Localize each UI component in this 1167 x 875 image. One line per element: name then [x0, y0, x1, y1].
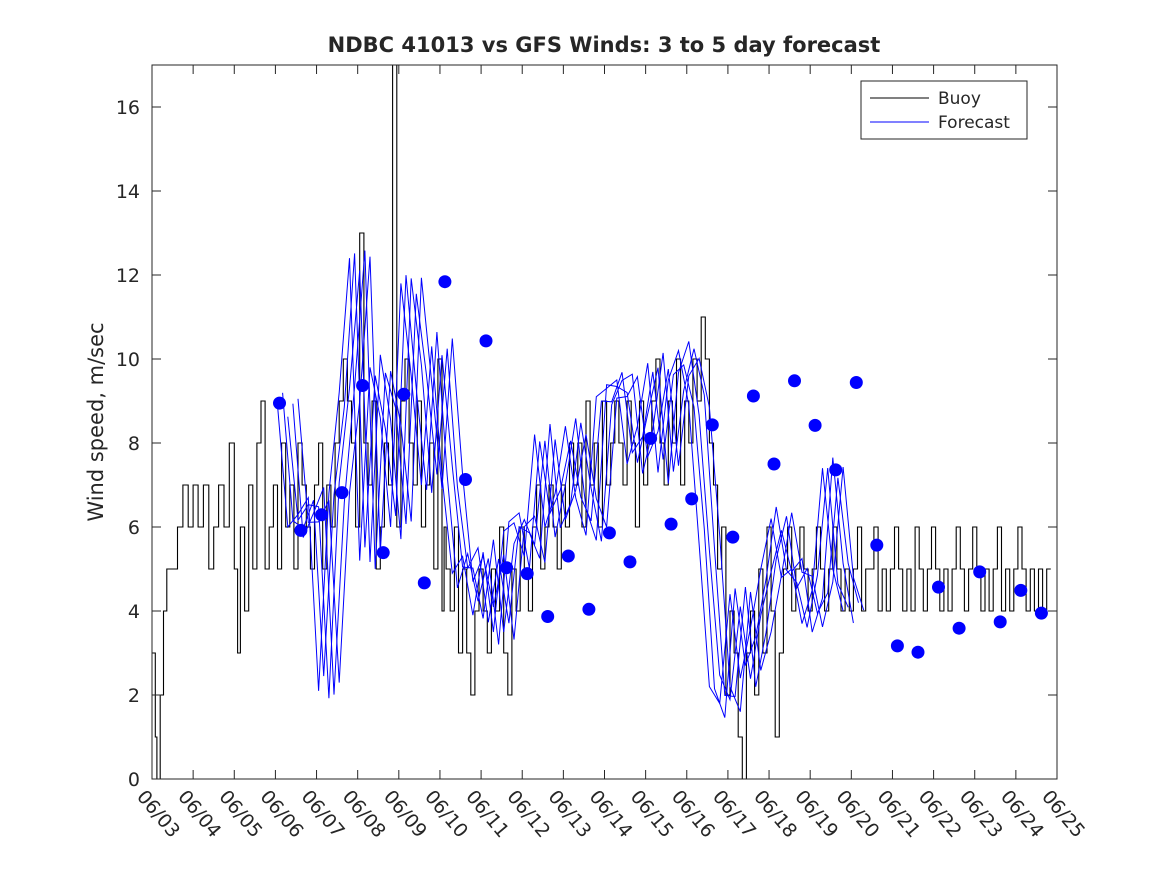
forecast-point [808, 418, 822, 432]
forecast-point [541, 610, 555, 623]
y-axis-label: Wind speed, m/sec [84, 322, 108, 521]
forecast-point [1034, 606, 1048, 620]
legend-forecast-label: Forecast [938, 113, 1010, 133]
forecast-point [726, 530, 740, 544]
forecast-point [870, 538, 884, 552]
forecast-point [582, 602, 596, 616]
forecast-point [602, 526, 616, 540]
chart-title: NDBC 41013 vs GFS Winds: 3 to 5 day fore… [328, 33, 881, 57]
forecast-point [417, 576, 431, 590]
forecast-point [767, 457, 781, 471]
forecast-point [273, 396, 286, 410]
forecast-point [890, 639, 904, 653]
y-tick-label: 8 [128, 433, 140, 455]
forecast-point [829, 463, 843, 477]
y-tick-label: 2 [128, 685, 140, 707]
forecast-point [438, 275, 452, 289]
forecast-point [746, 389, 760, 403]
forecast-point [561, 549, 575, 563]
y-tick-label: 10 [116, 349, 140, 371]
forecast-point [849, 376, 863, 389]
forecast-point [315, 508, 328, 522]
forecast-point [500, 561, 514, 575]
forecast-point [952, 621, 966, 635]
y-tick-label: 12 [116, 265, 140, 287]
forecast-point [993, 615, 1007, 629]
forecast-point [356, 379, 370, 392]
y-tick-label: 6 [128, 517, 140, 539]
forecast-point [705, 418, 719, 432]
forecast-point [664, 517, 678, 531]
forecast-point [459, 473, 472, 486]
forecast-point [788, 374, 801, 388]
legend-box [860, 80, 1028, 140]
legend: Buoy Forecast [860, 80, 1028, 140]
forecast-point [294, 523, 308, 537]
forecast-point [644, 431, 658, 445]
forecast-point [335, 486, 349, 500]
forecast-point [911, 645, 925, 659]
forecast-point [1014, 583, 1028, 597]
y-tick-label: 14 [116, 181, 140, 203]
forecast-point [397, 387, 411, 401]
forecast-point [376, 546, 390, 560]
forecast-point [623, 555, 637, 569]
forecast-markers [273, 275, 1048, 659]
forecast-line [282, 253, 849, 718]
forecast-point [479, 334, 493, 348]
forecast-line [297, 256, 865, 712]
y-tick-label: 16 [116, 97, 140, 119]
forecast-point [685, 492, 699, 506]
y-tick-label: 4 [128, 601, 140, 623]
forecast-point [520, 567, 534, 581]
forecast-line [277, 258, 844, 705]
forecast-series [277, 250, 865, 718]
forecast-point [932, 580, 945, 594]
legend-buoy-label: Buoy [938, 89, 981, 109]
y-tick-label: 0 [128, 769, 140, 791]
forecast-point [973, 565, 987, 579]
forecast-line [287, 270, 854, 702]
forecast-line [292, 250, 859, 698]
